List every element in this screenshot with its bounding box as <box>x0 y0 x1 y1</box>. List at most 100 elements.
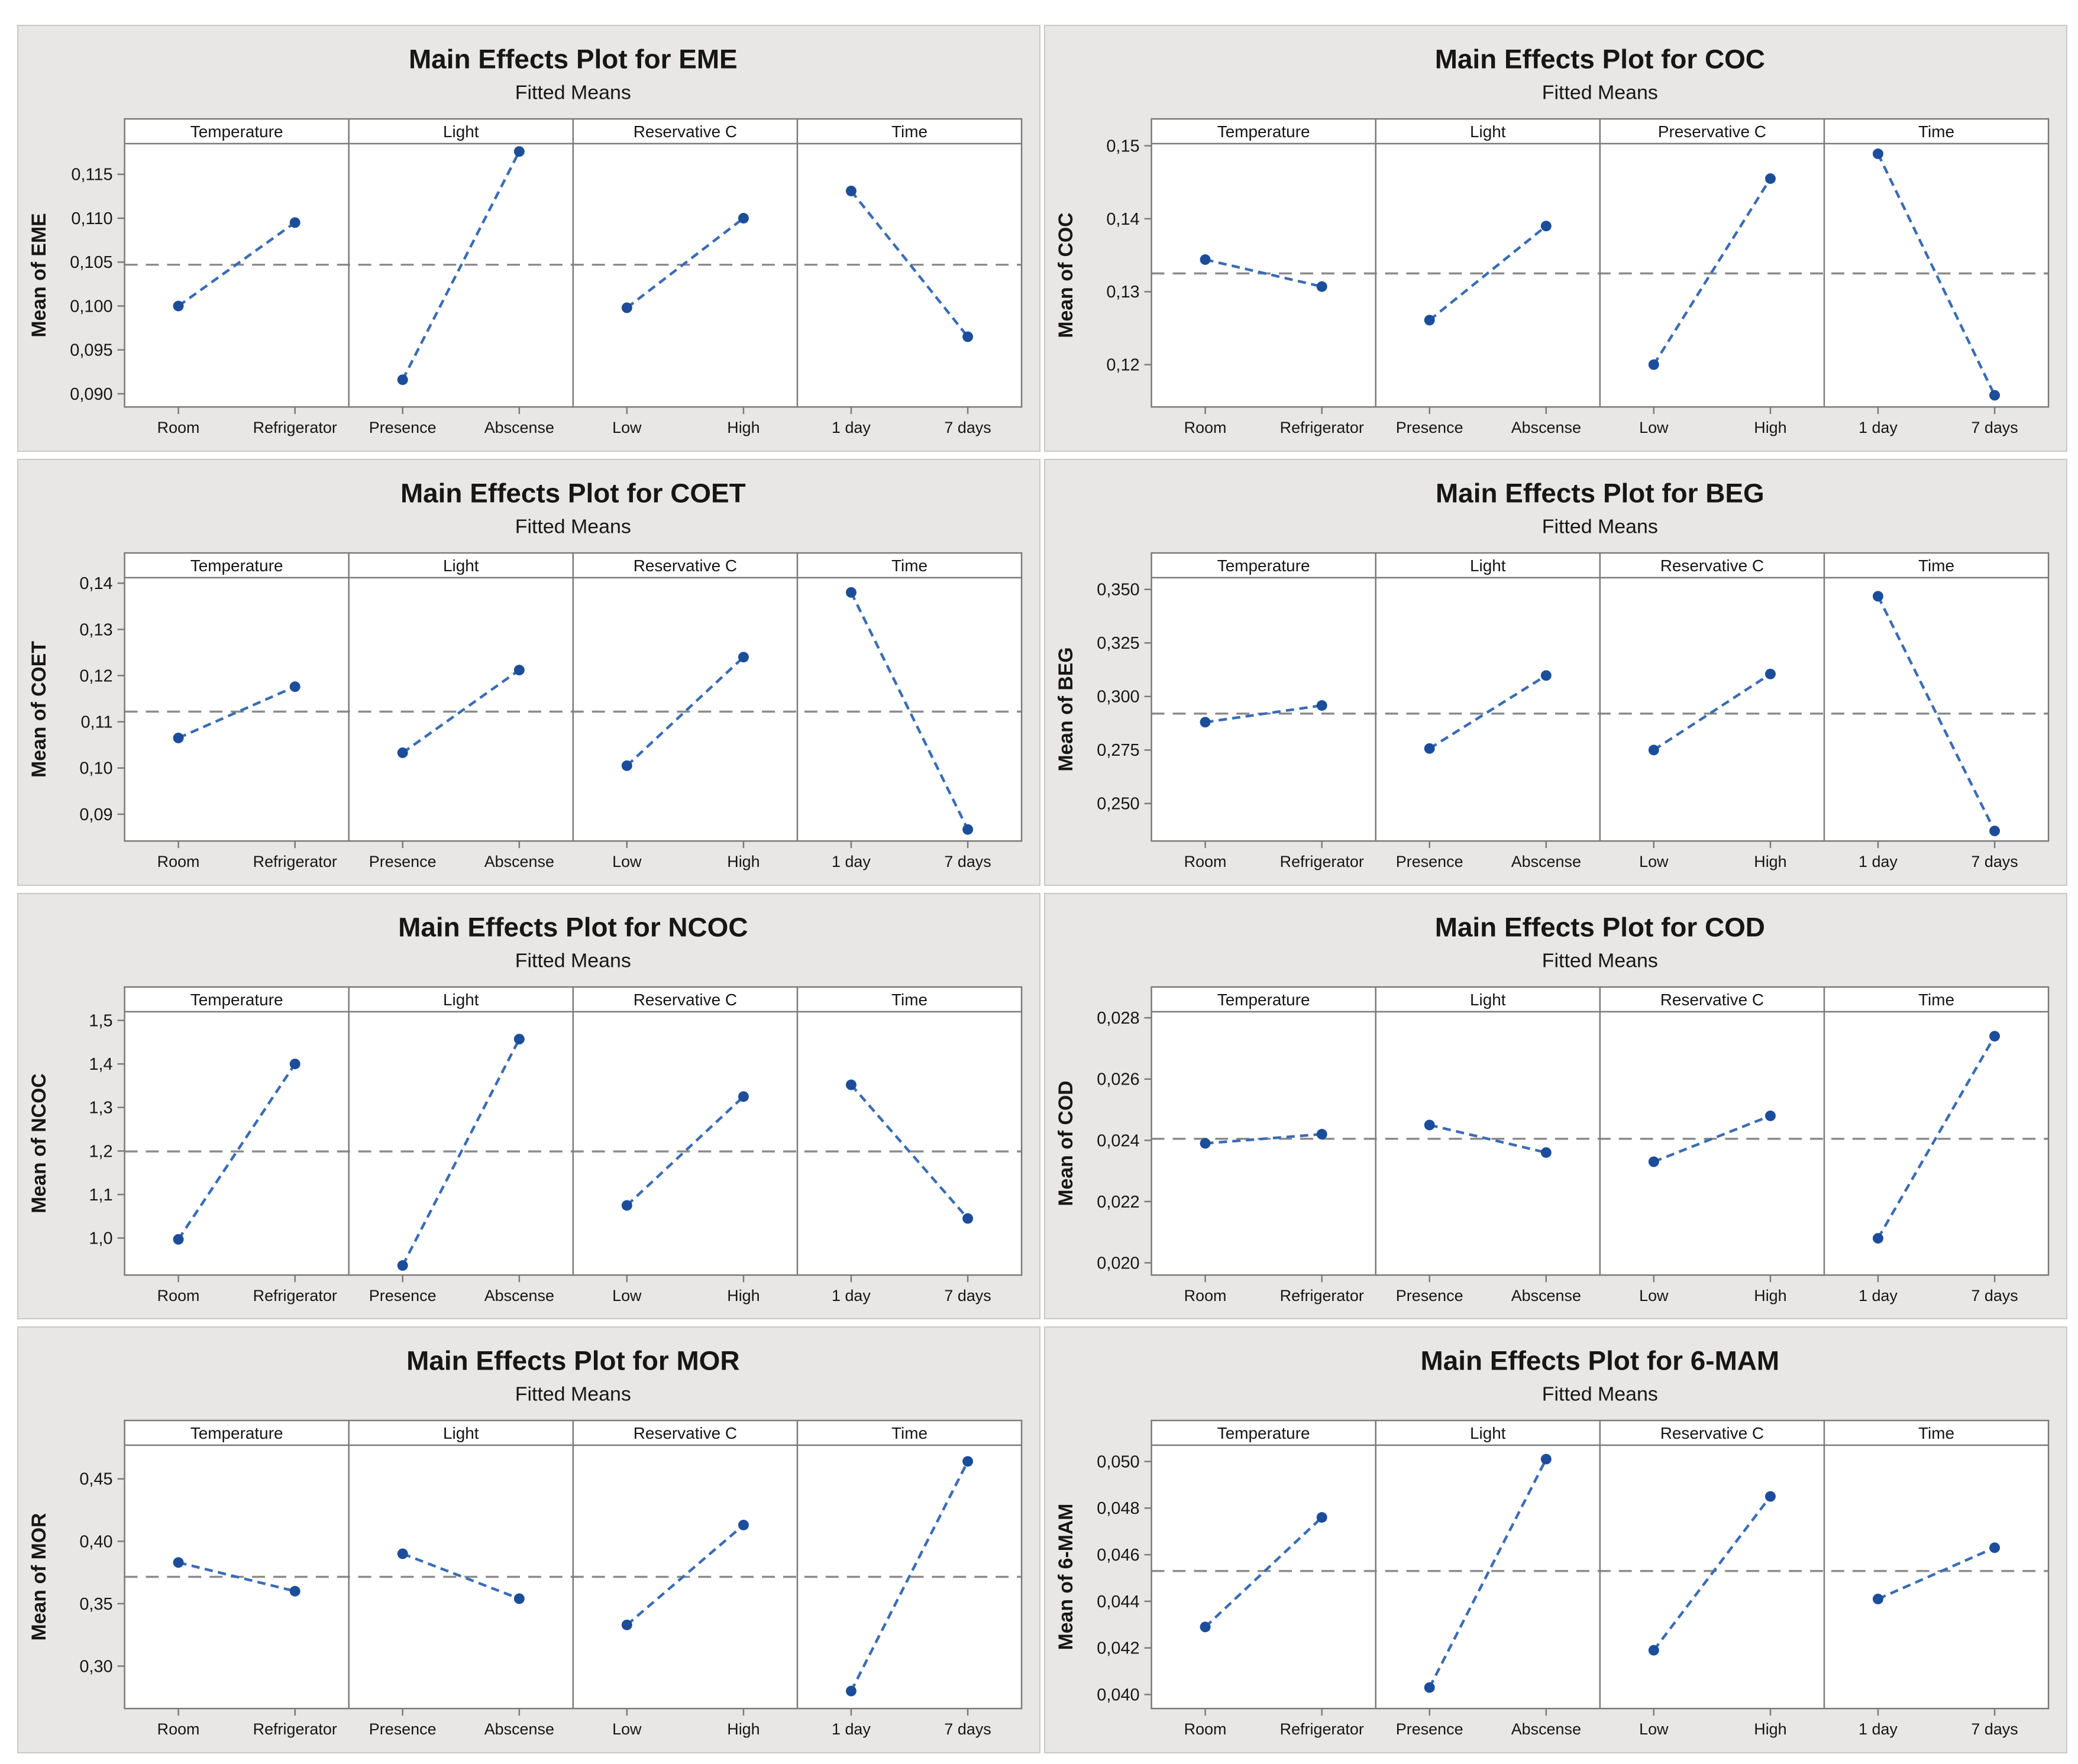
data-point <box>738 652 749 662</box>
data-point <box>1989 825 2001 836</box>
chart-canvas-ncoc: Main Effects Plot for NCOC Fitted Means Me… <box>28 912 1023 1304</box>
data-point <box>845 1079 857 1090</box>
y-tick-label: 0,026 <box>1097 1070 1139 1089</box>
chart-subtitle: Fitted Means <box>1542 949 1658 972</box>
series-line <box>1428 1458 1547 1688</box>
x-category-label: Room <box>157 419 200 436</box>
x-category-label: High <box>1754 853 1786 870</box>
x-category-label: 7 days <box>1971 853 2018 870</box>
data-point <box>962 1456 974 1467</box>
y-tick-label: 0,115 <box>71 166 112 185</box>
panel-label: Light <box>443 122 479 141</box>
data-point <box>289 217 300 228</box>
chart-subtitle: Fitted Means <box>1542 81 1658 103</box>
x-category-label: Refrigerator <box>1280 419 1364 436</box>
x-category-label: Abscense <box>484 419 554 436</box>
panel-label: Reservative C <box>634 122 737 141</box>
x-category-label: Low <box>612 853 642 870</box>
x-category-label: High <box>727 419 760 436</box>
panel-label: Time <box>1918 990 1954 1008</box>
data-point <box>1316 700 1327 711</box>
series-line <box>178 1561 296 1593</box>
x-category-label: Presence <box>1396 1720 1463 1738</box>
data-point <box>1540 1454 1552 1465</box>
y-tick-label: 0,250 <box>1097 795 1139 814</box>
data-point <box>1764 1110 1776 1121</box>
series-line <box>850 190 969 338</box>
x-category-label: Presence <box>1396 419 1463 436</box>
y-tick-label: 0,044 <box>1097 1593 1139 1611</box>
panel-label: Light <box>1470 1424 1506 1442</box>
x-category-label: Refrigerator <box>253 1286 337 1304</box>
y-tick-label: 1,0 <box>89 1229 112 1248</box>
y-tick-label: 1,4 <box>89 1055 112 1074</box>
x-category-label: 7 days <box>1971 1720 2018 1738</box>
y-axis-label: Mean of COD <box>1055 1080 1077 1206</box>
y-tick-label: 1,1 <box>89 1185 112 1204</box>
y-tick-label: 0,300 <box>1097 688 1139 707</box>
panel-label: Time <box>891 990 927 1008</box>
x-category-label: Room <box>157 1286 200 1304</box>
panel-label: Temperature <box>190 990 283 1008</box>
data-point <box>513 146 525 157</box>
series-line <box>850 1083 969 1219</box>
x-category-label: Refrigerator <box>1280 853 1364 870</box>
y-axis-label: Mean of COET <box>28 640 50 777</box>
x-category-label: Low <box>1639 1720 1669 1738</box>
panel-label: Light <box>443 990 479 1008</box>
series-line <box>401 151 521 381</box>
y-tick-label: 0,13 <box>1106 283 1139 302</box>
panel-label: Preservative C <box>1658 122 1766 141</box>
series-line <box>849 591 969 830</box>
data-point <box>1764 173 1776 184</box>
data-point <box>1648 1645 1659 1656</box>
chart-title: Main Effects Plot for EME <box>409 44 738 75</box>
data-point <box>1200 717 1211 727</box>
series-line <box>1653 672 1772 751</box>
x-category-label: 1 day <box>832 1720 871 1738</box>
data-point <box>1540 1147 1552 1158</box>
y-axis-label: Mean of COC <box>1055 212 1077 338</box>
x-category-label: Room <box>1184 1720 1227 1738</box>
y-tick-label: 0,11 <box>80 713 112 732</box>
y-tick-label: 0,10 <box>79 759 112 778</box>
chart-eme: Main Effects Plot for EME Fitted Means Mea… <box>17 25 1040 452</box>
panel-label: Reservative C <box>1660 990 1764 1008</box>
y-tick-label: 0,14 <box>1106 210 1139 229</box>
series-line <box>1653 1114 1771 1163</box>
series-line <box>402 1552 520 1600</box>
data-point <box>1648 745 1659 755</box>
y-tick-label: 0,050 <box>1097 1453 1139 1472</box>
x-category-label: Low <box>612 419 642 436</box>
y-tick-label: 0,275 <box>1097 741 1139 760</box>
chart-title: Main Effects Plot for MOR <box>406 1346 739 1376</box>
panel-label: Time <box>891 1424 927 1442</box>
x-category-label: 7 days <box>1971 1286 2018 1304</box>
chart-canvas-eme: Main Effects Plot for EME Fitted Means Mea… <box>28 44 1023 436</box>
x-category-label: High <box>1754 419 1786 436</box>
x-category-label: Room <box>1184 1286 1227 1304</box>
x-category-label: 1 day <box>832 419 871 436</box>
y-tick-label: 0,12 <box>79 666 112 685</box>
y-tick-label: 0,095 <box>70 341 112 360</box>
series-line <box>1205 704 1323 724</box>
x-category-label: 7 days <box>944 853 991 870</box>
data-point <box>397 374 408 386</box>
y-tick-label: 0,028 <box>1097 1009 1139 1028</box>
data-point <box>1200 1138 1211 1148</box>
panel-label: Light <box>1470 122 1506 141</box>
x-category-label: Presence <box>369 1720 437 1738</box>
y-tick-label: 0,09 <box>79 805 112 824</box>
y-tick-label: 0,13 <box>79 620 112 639</box>
y-axis-label: Mean of BEG <box>1055 647 1077 771</box>
x-category-label: Low <box>1639 853 1669 870</box>
series-line <box>177 1063 296 1240</box>
data-point <box>513 664 525 675</box>
panel-label: Time <box>1918 122 1954 141</box>
series-line <box>626 217 745 309</box>
series-line <box>402 669 521 754</box>
panel-label: Light <box>1470 990 1506 1008</box>
panel-label: Reservative C <box>1660 1424 1764 1442</box>
data-point <box>173 1234 184 1245</box>
data-point <box>397 1548 408 1559</box>
